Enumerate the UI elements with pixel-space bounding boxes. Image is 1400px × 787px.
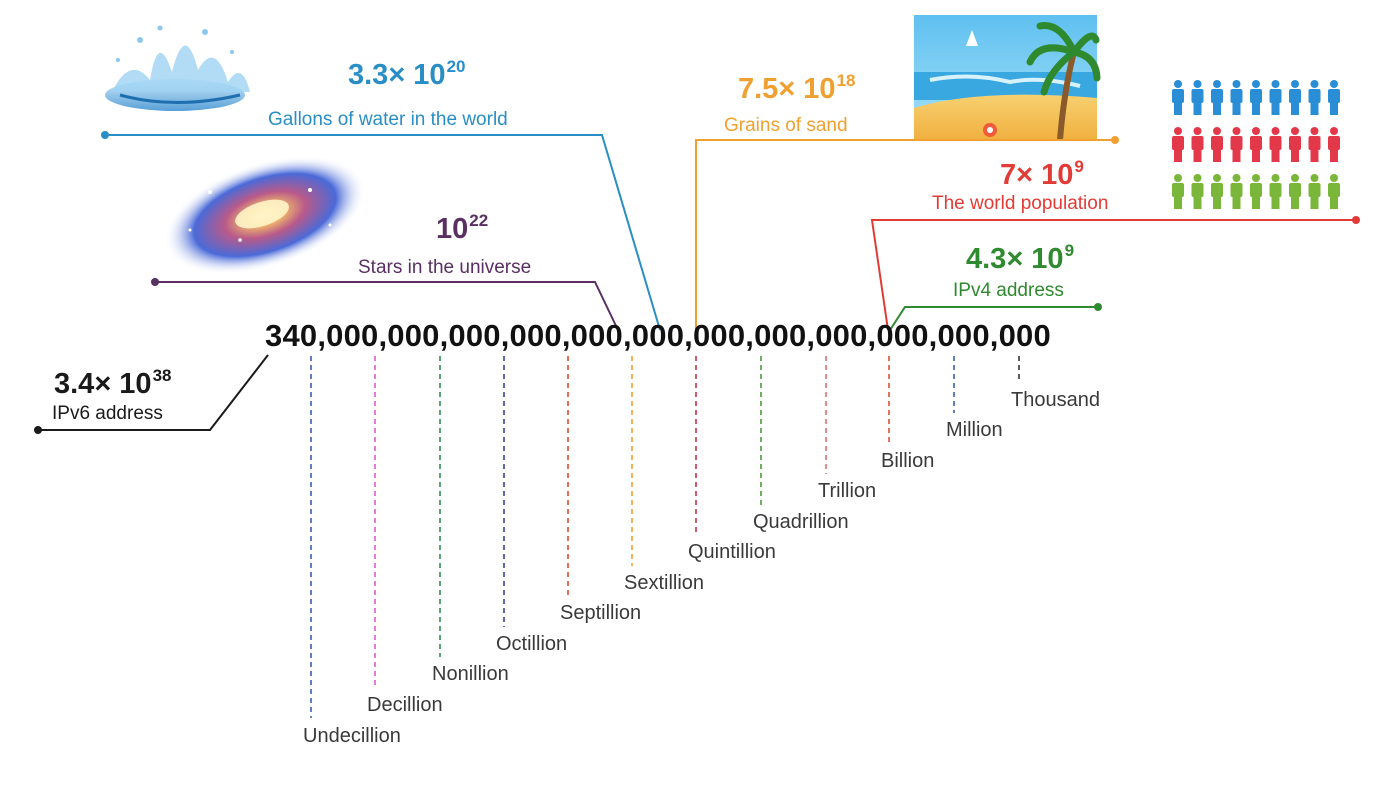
ipv4-value: 4.3× 109 — [966, 241, 1075, 275]
unit-label-octillion: Octillion — [496, 633, 568, 655]
unit-label-million: Million — [946, 419, 1003, 441]
population-endpoint — [1352, 216, 1360, 224]
unit-label-septillion: Septillion — [560, 602, 642, 624]
ipv4-connector — [889, 306, 1098, 331]
stars-connector — [155, 281, 619, 331]
ipv6-label: IPv6 address — [52, 403, 163, 424]
beach-icon — [914, 15, 1101, 141]
water-connector — [105, 134, 661, 331]
ipv6-value: 3.4× 1038 — [54, 366, 172, 400]
unit-label-decillion: Decillion — [367, 694, 443, 716]
unit-label-quintillion: Quintillion — [688, 541, 776, 563]
ipv4-endpoint — [1094, 303, 1102, 311]
galaxy-icon — [163, 155, 367, 275]
water-value: 3.3× 1020 — [348, 57, 466, 91]
water-label: Gallons of water in the world — [268, 109, 508, 130]
unit-label-billion: Billion — [881, 450, 935, 472]
water-splash-icon — [105, 25, 250, 111]
unit-label-thousand: Thousand — [1011, 389, 1100, 411]
water-endpoint — [101, 131, 109, 139]
ipv6-endpoint — [34, 426, 42, 434]
stars-endpoint — [151, 278, 159, 286]
unit-dashed-lines — [310, 356, 1020, 718]
big-number: 340,000,000,000,000,000,000,000,000,000,… — [265, 318, 1051, 353]
unit-label-quadrillion: Quadrillion — [753, 511, 849, 533]
people-grid-icon — [1172, 80, 1340, 209]
sand-label: Grains of sand — [724, 115, 848, 136]
stars-value: 1022 — [436, 211, 489, 245]
sand-connector — [695, 139, 1115, 330]
ipv4-label: IPv4 address — [953, 280, 1064, 301]
unit-label-trillion: Trillion — [818, 480, 877, 502]
stars-label: Stars in the universe — [358, 257, 532, 278]
unit-label-nonillion: Nonillion — [432, 663, 509, 685]
population-label: The world population — [932, 193, 1109, 214]
unit-label-sextillion: Sextillion — [624, 572, 705, 594]
population-value: 7× 109 — [1000, 157, 1084, 191]
sand-value: 7.5× 1018 — [738, 71, 856, 105]
unit-label-undecillion: Undecillion — [303, 725, 401, 747]
population-connector — [870, 219, 1356, 331]
ipv6-connector — [38, 354, 269, 431]
sand-endpoint — [1111, 136, 1119, 144]
